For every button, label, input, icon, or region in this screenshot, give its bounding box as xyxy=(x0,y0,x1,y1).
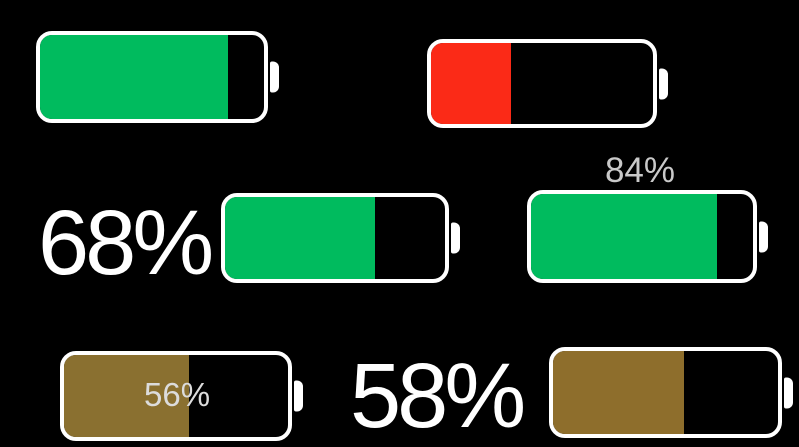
battery-fill-level xyxy=(40,35,229,119)
battery-icon-middle-right xyxy=(527,190,768,283)
battery-body xyxy=(549,347,782,438)
battery-body xyxy=(36,31,268,123)
battery-body xyxy=(60,351,292,441)
battery-icon-bottom-right xyxy=(549,347,793,438)
battery-percentage-label-84: 84% xyxy=(604,151,676,190)
battery-icon-middle-left xyxy=(221,193,460,283)
battery-icon-top-left xyxy=(36,31,279,123)
battery-terminal-nub xyxy=(270,61,279,93)
battery-body xyxy=(527,190,757,283)
battery-fill-level xyxy=(225,197,375,279)
battery-terminal-nub xyxy=(294,380,303,412)
battery-terminal-nub xyxy=(759,221,768,252)
battery-fill-level xyxy=(531,194,718,279)
battery-fill-level xyxy=(553,351,684,434)
battery-body xyxy=(427,39,657,128)
battery-icon-top-right xyxy=(427,39,668,128)
battery-percentage-label-58: 58% xyxy=(350,345,526,447)
battery-percentage-label-68: 68% xyxy=(38,192,214,294)
battery-terminal-nub xyxy=(784,377,793,408)
battery-icon-bottom-left xyxy=(60,351,303,441)
battery-percentage-label-56: 56% xyxy=(144,376,211,413)
battery-terminal-nub xyxy=(451,222,460,254)
battery-terminal-nub xyxy=(659,68,668,99)
battery-fill-level xyxy=(431,43,511,124)
battery-fill-level xyxy=(64,355,190,437)
battery-body xyxy=(221,193,449,283)
